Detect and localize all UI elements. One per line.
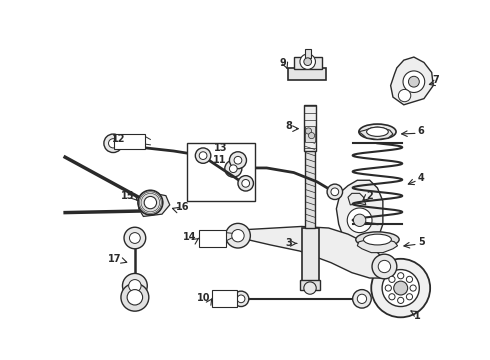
Circle shape — [229, 165, 237, 172]
Bar — [305, 49, 311, 58]
Ellipse shape — [356, 232, 399, 247]
Circle shape — [233, 291, 249, 307]
Circle shape — [397, 273, 404, 279]
Text: 14: 14 — [183, 232, 197, 242]
Circle shape — [196, 148, 211, 163]
Circle shape — [127, 289, 143, 305]
Text: 15: 15 — [122, 191, 135, 201]
Bar — [301, 228, 319, 282]
Circle shape — [305, 128, 312, 134]
Text: 1: 1 — [414, 311, 420, 321]
Text: 3: 3 — [286, 238, 292, 248]
Text: 13: 13 — [214, 143, 228, 153]
Bar — [305, 124, 315, 228]
Circle shape — [104, 134, 122, 153]
Bar — [114, 134, 145, 149]
Circle shape — [382, 270, 419, 307]
Circle shape — [138, 190, 163, 215]
Ellipse shape — [359, 124, 396, 139]
Circle shape — [410, 285, 416, 291]
Text: 11: 11 — [213, 155, 226, 165]
Polygon shape — [359, 127, 393, 139]
Circle shape — [357, 294, 367, 303]
Circle shape — [409, 76, 419, 87]
Circle shape — [229, 152, 246, 169]
Ellipse shape — [364, 234, 392, 245]
Circle shape — [403, 71, 425, 93]
Text: 4: 4 — [418, 173, 424, 183]
Circle shape — [225, 223, 250, 248]
Text: 6: 6 — [418, 126, 424, 136]
Ellipse shape — [367, 127, 388, 136]
Circle shape — [232, 230, 244, 242]
Text: 10: 10 — [197, 293, 211, 303]
Circle shape — [397, 297, 404, 303]
Circle shape — [144, 197, 157, 209]
Circle shape — [129, 280, 141, 292]
Circle shape — [121, 283, 149, 311]
Polygon shape — [336, 180, 383, 251]
Circle shape — [122, 274, 147, 298]
Circle shape — [394, 281, 408, 295]
Circle shape — [238, 176, 253, 191]
Circle shape — [389, 276, 395, 283]
Polygon shape — [348, 193, 366, 205]
Circle shape — [237, 295, 245, 303]
Circle shape — [199, 152, 207, 159]
Circle shape — [124, 227, 146, 249]
Circle shape — [372, 254, 397, 279]
Bar — [212, 291, 237, 307]
Text: 17: 17 — [108, 254, 122, 264]
Circle shape — [353, 289, 371, 308]
Circle shape — [378, 260, 391, 273]
Text: 8: 8 — [285, 121, 292, 131]
Circle shape — [347, 208, 372, 233]
Circle shape — [406, 294, 413, 300]
Circle shape — [389, 294, 395, 300]
Bar — [300, 280, 320, 289]
Circle shape — [234, 156, 242, 164]
Bar — [305, 126, 315, 142]
Text: 16: 16 — [176, 202, 190, 212]
Bar — [294, 57, 321, 69]
Text: 5: 5 — [418, 237, 424, 247]
Bar — [199, 230, 225, 247]
Circle shape — [331, 188, 339, 195]
Circle shape — [309, 132, 315, 139]
Circle shape — [353, 214, 366, 226]
Circle shape — [300, 54, 316, 69]
Circle shape — [108, 139, 118, 148]
Circle shape — [304, 58, 312, 66]
Bar — [187, 143, 255, 201]
Polygon shape — [228, 226, 387, 278]
Bar — [288, 68, 326, 80]
Circle shape — [385, 285, 392, 291]
Circle shape — [327, 184, 343, 199]
Text: 2: 2 — [366, 191, 372, 201]
Circle shape — [406, 276, 413, 283]
Polygon shape — [139, 193, 170, 216]
Circle shape — [225, 160, 242, 177]
Text: 9: 9 — [279, 58, 286, 68]
Circle shape — [242, 180, 249, 187]
Circle shape — [129, 233, 140, 243]
Circle shape — [304, 282, 316, 294]
Text: 7: 7 — [432, 75, 439, 85]
Text: 12: 12 — [112, 134, 125, 144]
Polygon shape — [357, 239, 397, 253]
Bar — [304, 105, 316, 151]
Polygon shape — [391, 57, 433, 105]
Circle shape — [371, 259, 430, 317]
Circle shape — [398, 89, 411, 102]
